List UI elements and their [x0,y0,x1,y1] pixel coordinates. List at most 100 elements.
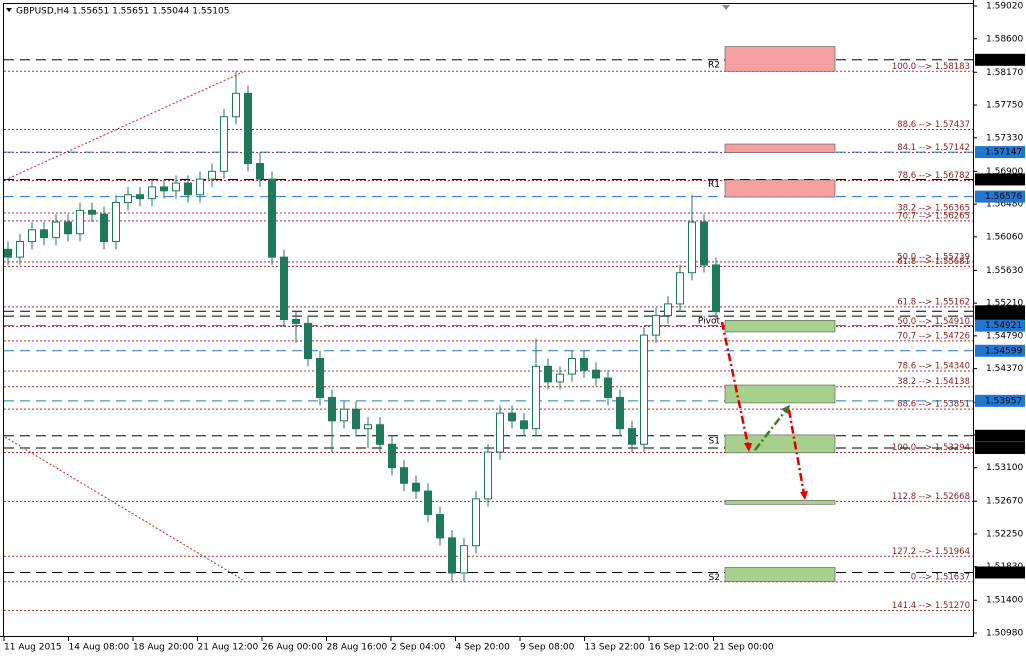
fib-level-label: 127.2 --> 1.51964 [892,547,970,557]
candle-body [700,221,708,266]
zone [724,179,836,198]
y-tick-label: 1.56480 [986,200,1023,210]
x-tick-label: 13 Sep 22:00 [585,643,645,653]
fib-level-label: 61.8 --> 1.55162 [897,297,970,307]
fib-level-label: 50.0 --> 1.55739 [897,252,970,262]
fib-level-label: 0 --> 1.51637 [911,572,970,582]
candle-body [76,209,84,235]
candle-body [628,428,636,445]
price-label-box [975,566,1025,579]
candle-body [148,186,156,200]
arrow [720,321,750,446]
fib-level-label: 61.8 --> 1.55681 [897,257,970,267]
candle-body [484,451,492,500]
candle-body [460,545,468,574]
price-label-box [975,319,1025,332]
fib-level-label: 70.7 --> 1.56265 [897,211,970,221]
candle-body [172,182,180,192]
zone [724,434,836,454]
y-tick-label: 1.59020 [986,2,1023,12]
candle-body [328,396,336,422]
candle-body [220,116,228,172]
fib-level-label: 100.0 --> 1.58183 [892,62,970,72]
y-tick-label: 1.50980 [986,629,1023,639]
candle-body [496,412,504,453]
zone [724,384,836,404]
price-label: 1.55043 [985,312,1022,322]
candle-body [244,92,252,165]
candle-body [40,229,48,239]
zone [724,46,836,72]
forecast-arrows [720,321,808,500]
x-tick-label: 9 Sep 08:00 [520,643,575,653]
price-label-box [975,429,1025,442]
candle-body [112,202,120,243]
price-label: 1.58330 [985,55,1022,65]
candle-body [88,209,96,215]
y-tick-label: 1.52670 [986,497,1023,507]
fib-level-label: 70.7 --> 1.54726 [897,331,970,341]
candle-body [640,334,648,445]
pivot-label: R1 [708,180,720,190]
candle-body [52,221,60,239]
fib-level-label: 38.2 --> 1.56365 [897,204,970,214]
fib-level-label: 84.1 --> 1.57142 [897,143,970,153]
y-tick-label: 1.54370 [986,364,1023,374]
candle-body [136,194,144,200]
arrow-head [800,491,808,500]
candle-body [676,272,684,305]
price-label-box [975,146,1025,159]
candle-body [652,315,660,336]
price-label-box [975,442,1025,455]
y-tick-label: 1.51400 [986,596,1023,606]
price-label-box [975,173,1025,186]
y-tick-label: 1.56900 [986,167,1023,177]
price-label-box [975,190,1025,203]
shift-marker [722,5,730,10]
candle-body [400,467,408,484]
x-tick-label: 26 Aug 00:00 [262,643,323,653]
candle-body [232,92,240,118]
fib-level-label: 112.8 --> 1.52668 [892,492,970,502]
x-tick-label: 21 Aug 12:00 [198,643,259,653]
x-tick-label: 2 Sep 04:00 [391,643,446,653]
candle-body [472,498,480,547]
candle-body [16,241,24,258]
candle-body [268,178,276,258]
candle-body [64,221,72,235]
candle-body [532,365,540,430]
y-tick-label: 1.58600 [986,34,1023,44]
candle-body [712,264,720,313]
zone [724,143,836,153]
price-label: 1.51756 [985,568,1022,578]
candle-body [280,256,288,320]
fib-level-label: 141.4 --> 1.51270 [892,601,970,611]
candle-body [124,194,132,204]
fib-level-label: 78.6 --> 1.56782 [897,171,970,181]
candle-body [208,170,216,180]
price-label: 1.53352 [985,444,1022,454]
candle-body [304,322,312,359]
candle-body [292,319,300,324]
candle-body [28,229,36,243]
price-label: 1.56796 [985,175,1022,185]
x-tick-label: 21 Sep 00:00 [714,643,774,653]
candle-body [436,513,444,539]
candle-body [340,408,348,422]
arrow-head [781,405,790,414]
fib-level-label: 38.2 --> 1.54138 [897,377,970,387]
y-tick-label: 1.52250 [986,529,1023,539]
x-tick-label: 28 Aug 16:00 [327,643,388,653]
candle-body [412,482,420,492]
x-tick-label: 14 Aug 08:00 [69,643,130,653]
price-label: 1.56576 [985,192,1022,202]
pivot-label: S1 [709,436,720,446]
candle-body [520,420,528,430]
candle-body [4,248,12,258]
price-label: 1.54599 [985,346,1022,356]
y-tick-label: 1.57330 [986,133,1023,143]
x-tick-label: 11 Aug 2015 [4,643,62,653]
fib-level-label: 100.0 --> 1.53294 [892,443,970,453]
